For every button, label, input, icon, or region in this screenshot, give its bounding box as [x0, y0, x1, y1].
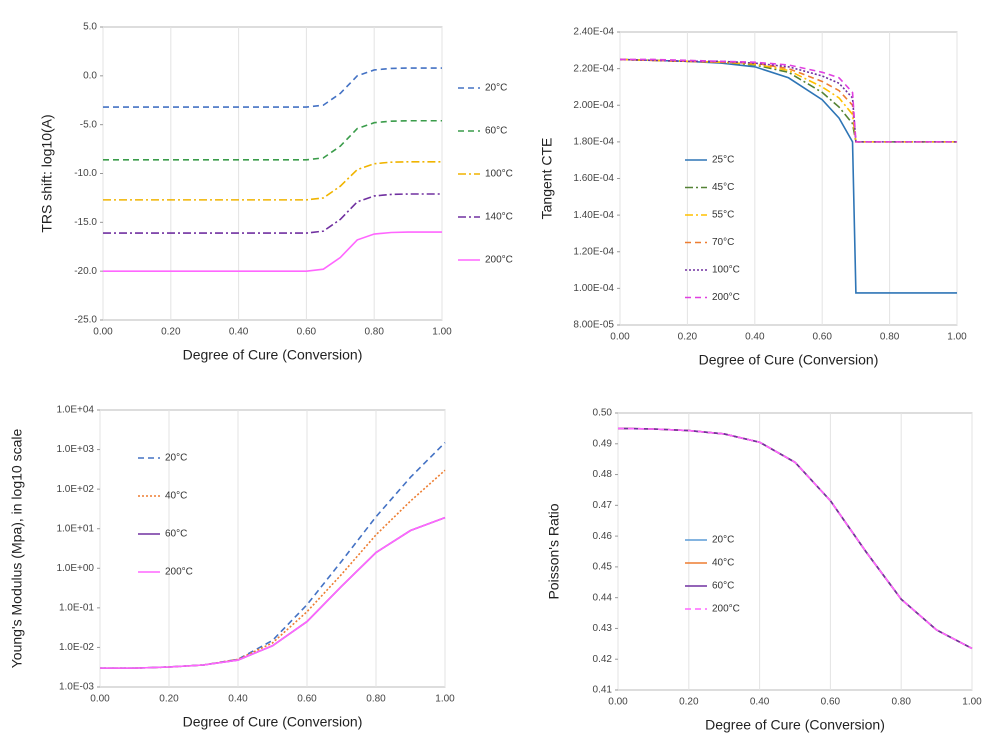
y-tick-label: 2.20E-04 [573, 63, 614, 74]
x-axis-title: Degree of Cure (Conversion) [183, 714, 363, 730]
legend-label: 55°C [712, 210, 734, 221]
y-tick-label: 8.00E-05 [573, 320, 614, 331]
x-axis-title: Degree of Cure (Conversion) [705, 717, 885, 733]
legend-label: 200°C [165, 567, 193, 578]
y-tick-label: 1.80E-04 [573, 137, 614, 148]
series-line [103, 231, 442, 272]
y-tick-label: -10.0 [74, 168, 97, 179]
y-tick-label: 1.0E-02 [59, 642, 94, 653]
legend-label: 60°C [712, 581, 734, 592]
y-axis-title: TRS shift: log10(A) [39, 114, 55, 232]
x-tick-label: 1.00 [947, 332, 967, 343]
y-axis-title: Poisson's Ratio [546, 503, 562, 599]
y-tick-label: 1.0E-03 [59, 682, 94, 693]
legend-label: 60°C [165, 529, 187, 540]
x-tick-label: 0.20 [159, 694, 179, 705]
y-tick-label: 5.0 [83, 22, 97, 33]
y-tick-label: 1.0E+02 [56, 484, 94, 495]
x-tick-label: 0.20 [678, 332, 698, 343]
legend-label: 100°C [485, 169, 513, 180]
y-tick-label: 0.46 [593, 531, 613, 542]
legend-label: 25°C [712, 155, 734, 166]
legend-label: 200°C [712, 604, 740, 615]
y-tick-label: -5.0 [80, 119, 98, 130]
series-line [103, 119, 442, 161]
y-axis-title: Tangent CTE [539, 138, 555, 220]
y-tick-label: -15.0 [74, 217, 97, 228]
x-tick-label: 0.20 [679, 697, 699, 708]
series-line [617, 427, 973, 650]
x-tick-label: 0.80 [891, 697, 911, 708]
x-tick-label: 0.80 [366, 694, 386, 705]
x-tick-label: 0.40 [750, 697, 770, 708]
legend-label: 200°C [712, 292, 740, 303]
x-tick-label: 0.80 [364, 327, 384, 338]
x-tick-label: 1.00 [435, 694, 455, 705]
y-tick-label: 1.0E+00 [56, 563, 94, 574]
series-line [103, 160, 442, 201]
y-tick-label: 1.60E-04 [573, 173, 614, 184]
y-tick-label: 1.20E-04 [573, 246, 614, 257]
x-tick-label: 1.00 [962, 697, 982, 708]
legend-label: 20°C [165, 453, 187, 464]
plot-area [617, 412, 973, 691]
y-axis-title: Young's Modulus (Mpa), in log10 scale [9, 429, 25, 669]
y-tick-label: -20.0 [74, 266, 97, 277]
y-tick-label: 2.40E-04 [573, 27, 614, 38]
x-tick-label: 0.00 [610, 332, 630, 343]
x-tick-label: 0.00 [608, 697, 628, 708]
y-tick-label: 2.00E-04 [573, 100, 614, 111]
x-tick-label: 0.60 [812, 332, 832, 343]
y-tick-label: 0.50 [593, 408, 613, 419]
x-tick-label: 0.40 [229, 327, 249, 338]
x-tick-label: 0.80 [880, 332, 900, 343]
y-tick-label: 0.0 [83, 70, 97, 81]
y-tick-label: 1.40E-04 [573, 210, 614, 221]
y-tick-label: 0.45 [593, 562, 613, 573]
legend-label: 140°C [485, 212, 513, 223]
y-tick-label: 1.0E+03 [56, 444, 94, 455]
y-tick-label: 0.48 [593, 469, 613, 480]
y-tick-label: 1.0E+04 [56, 405, 94, 416]
series-line [100, 516, 446, 669]
y-tick-label: 0.42 [593, 654, 613, 665]
y-tick-label: 0.44 [593, 592, 613, 603]
x-tick-label: 1.00 [432, 327, 452, 338]
x-tick-label: 0.60 [297, 694, 317, 705]
x-tick-label: 0.60 [297, 327, 317, 338]
legend-label: 60°C [485, 126, 507, 137]
y-tick-label: 0.49 [593, 438, 613, 449]
plot-area [619, 31, 958, 326]
legend-label: 200°C [485, 255, 513, 266]
legend-label: 20°C [712, 535, 734, 546]
x-tick-label: 0.00 [93, 327, 113, 338]
x-tick-label: 0.20 [161, 327, 181, 338]
y-tick-label: 1.0E+01 [56, 523, 94, 534]
y-tick-label: 0.43 [593, 623, 613, 634]
x-axis-title: Degree of Cure (Conversion) [183, 347, 363, 363]
y-tick-label: 1.00E-04 [573, 283, 614, 294]
x-tick-label: 0.40 [228, 694, 248, 705]
plot-area [99, 409, 446, 688]
x-tick-label: 0.60 [821, 697, 841, 708]
x-tick-label: 0.40 [745, 332, 765, 343]
x-axis-title: Degree of Cure (Conversion) [699, 352, 879, 368]
y-tick-label: 1.0E-01 [59, 602, 94, 613]
y-tick-label: 0.41 [593, 685, 613, 696]
legend-label: 20°C [485, 83, 507, 94]
legend-label: 70°C [712, 237, 734, 248]
y-tick-label: 0.47 [593, 500, 613, 511]
series-line [620, 58, 957, 143]
series-line [103, 67, 442, 108]
plot-area [102, 26, 443, 321]
legend-label: 100°C [712, 265, 740, 276]
legend-label: 45°C [712, 182, 734, 193]
series-line [103, 193, 442, 234]
y-tick-label: -25.0 [74, 315, 97, 326]
legend-label: 40°C [165, 491, 187, 502]
legend-label: 40°C [712, 558, 734, 569]
x-tick-label: 0.00 [90, 694, 110, 705]
